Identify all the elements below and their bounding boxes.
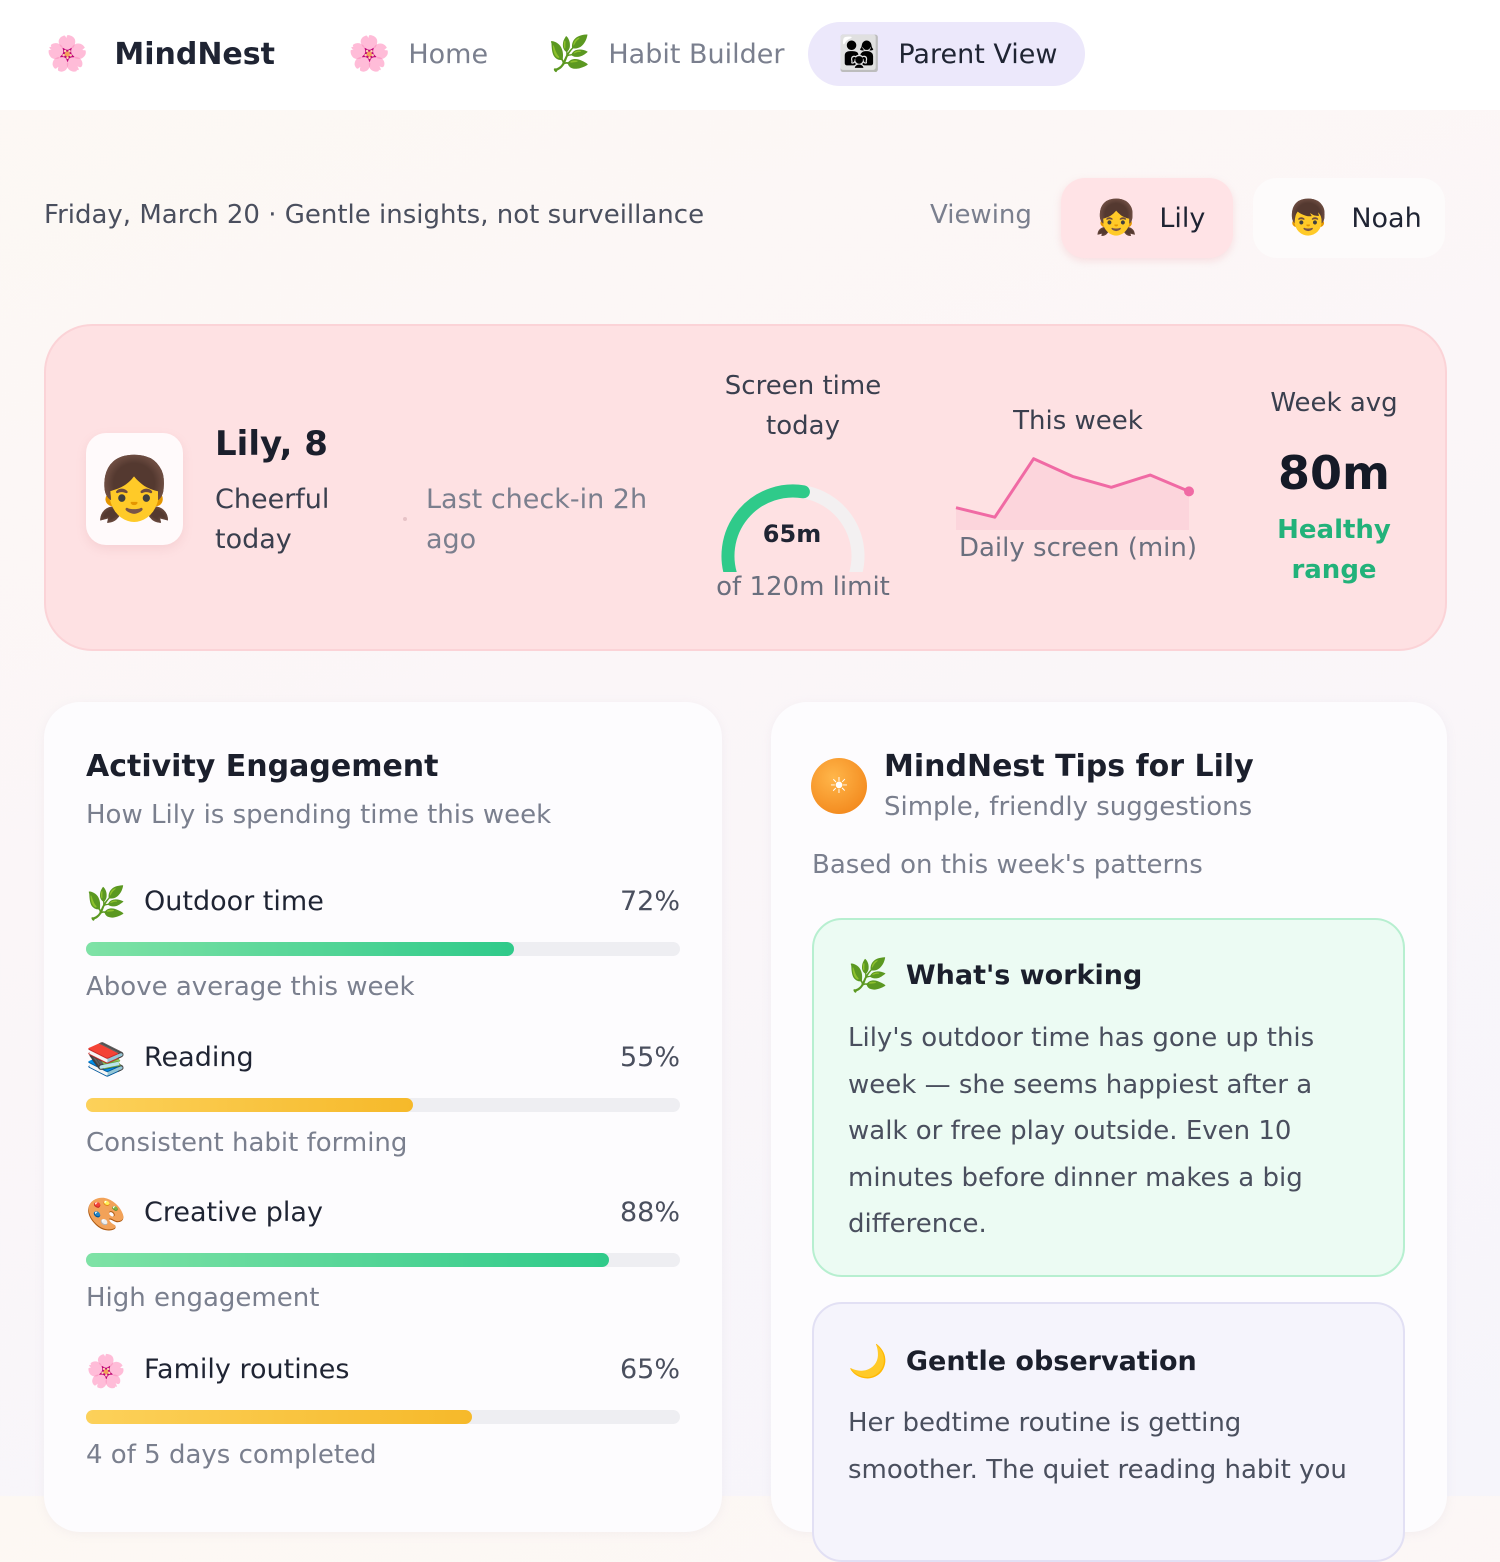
activity-label: Creative play <box>144 1197 323 1228</box>
family-icon: 👨‍👩‍👧 <box>838 34 881 74</box>
nav-parent-view[interactable]: 👨‍👩‍👧 Parent View <box>808 22 1085 86</box>
week-chart-caption: Daily screen (min) <box>958 533 1198 563</box>
herb-icon: 🌿 <box>848 956 888 994</box>
top-nav: 🌸 MindNest 🌸 Home 🌿 Habit Builder 👨‍👩‍👧 … <box>0 0 1500 110</box>
nav-home-label: Home <box>408 38 489 70</box>
activity-progress-track <box>86 1098 680 1112</box>
books-icon: 📚 <box>86 1040 126 1078</box>
tips-basis: Based on this week's patterns <box>812 850 1203 880</box>
activity-title: Activity Engagement <box>86 749 439 784</box>
activity-progress-fill <box>86 1410 473 1424</box>
tips-title: MindNest Tips for Lily <box>884 749 1254 784</box>
child-name: Lily <box>1159 202 1206 234</box>
moon-icon: 🌙 <box>848 1342 888 1380</box>
activity-note: 4 of 5 days completed <box>86 1440 377 1470</box>
tip-heading: 🌿 What's working <box>848 956 1142 994</box>
girl-icon: 👧 <box>1095 198 1138 238</box>
activity-row-outdoor: 🌿 Outdoor time 72% Above average this we… <box>86 884 680 1014</box>
activity-row-reading: 📚 Reading 55% Consistent habit forming <box>86 1040 680 1170</box>
herb-icon: 🌿 <box>86 884 126 922</box>
child-selector-lily[interactable]: 👧 Lily <box>1061 178 1233 258</box>
child-name: Noah <box>1351 202 1422 234</box>
last-checkin: Last check-in 2h ago <box>426 484 648 555</box>
screen-time-value: 65m <box>762 520 822 548</box>
activity-percent: 88% <box>619 1197 680 1228</box>
blossom-icon: 🌸 <box>348 34 391 74</box>
palette-icon: 🎨 <box>86 1195 126 1233</box>
nav-home[interactable]: 🌸 Home <box>348 22 488 86</box>
tip-whats-working: 🌿 What's working Lily's outdoor time has… <box>812 918 1405 1277</box>
tip-gentle-observation: 🌙 Gentle observation Her bedtime routine… <box>812 1302 1405 1562</box>
herb-icon: 🌿 <box>548 34 591 74</box>
week-avg-status: Healthy range <box>1277 515 1391 585</box>
activity-progress-track <box>86 1253 680 1267</box>
tips-subtitle: Simple, friendly suggestions <box>884 792 1253 822</box>
tip-heading-text: What's working <box>905 959 1143 991</box>
activity-note: Consistent habit forming <box>86 1128 408 1158</box>
activity-subtitle: How Lily is spending time this week <box>86 800 552 830</box>
activity-label: Outdoor time <box>144 886 324 917</box>
blossom-icon: 🌸 <box>46 34 89 74</box>
activity-percent: 65% <box>619 1354 680 1385</box>
separator-dot <box>403 517 407 521</box>
viewing-label: Viewing <box>930 200 1032 230</box>
girl-icon: 👧 <box>95 452 174 525</box>
nav-habit-builder[interactable]: 🌿 Habit Builder <box>548 22 785 86</box>
week-chart-label: This week <box>1013 406 1143 436</box>
tip-body: Lily's outdoor time has gone up this wee… <box>848 1023 1315 1239</box>
activity-progress-track <box>86 942 680 956</box>
sparkline-series <box>955 457 1190 519</box>
screen-time-limit: of 120m limit <box>716 572 890 602</box>
sparkline-point <box>1184 486 1194 497</box>
activity-percent: 72% <box>619 886 680 917</box>
sparkline-area <box>956 458 1189 530</box>
activity-note: Above average this week <box>86 972 415 1002</box>
screen-time-label: Screen time today <box>724 371 882 441</box>
tip-heading: 🌙 Gentle observation <box>848 1342 1197 1380</box>
tip-heading-text: Gentle observation <box>905 1345 1197 1377</box>
week-avg-label: Week avg <box>1270 388 1398 418</box>
week-avg-value: 80m <box>1278 446 1390 500</box>
activity-label: Family routines <box>144 1354 350 1385</box>
activity-progress-track <box>86 1410 680 1424</box>
activity-row-creative: 🎨 Creative play 88% High engagement <box>86 1195 680 1325</box>
brand-logo[interactable]: 🌸 MindNest <box>46 22 275 86</box>
nav-parent-view-label: Parent View <box>898 38 1058 70</box>
sun-icon: ☀ <box>811 758 867 814</box>
activity-percent: 55% <box>619 1042 680 1073</box>
boy-icon: 👦 <box>1287 198 1330 238</box>
activity-progress-fill <box>86 1253 609 1267</box>
activity-row-family: 🌸 Family routines 65% 4 of 5 days comple… <box>86 1352 680 1482</box>
date-line: Friday, March 20 · Gentle insights, not … <box>44 200 705 230</box>
screen-time-gauge <box>721 484 865 572</box>
mood-status: Cheerful today <box>215 484 330 555</box>
child-name-age: Lily, 8 <box>215 424 328 464</box>
weekly-screen-sparkline <box>955 457 1194 530</box>
child-summary-card <box>44 324 1447 651</box>
blossom-icon: 🌸 <box>86 1352 126 1390</box>
tip-body: Her bedtime routine is getting smoother.… <box>848 1408 1347 1485</box>
activity-note: High engagement <box>86 1283 320 1313</box>
brand-name: MindNest <box>114 36 275 72</box>
activity-label: Reading <box>144 1042 254 1073</box>
avatar: 👧 <box>86 433 183 545</box>
child-selector-noah[interactable]: 👦 Noah <box>1253 178 1445 258</box>
activity-progress-fill <box>86 1098 413 1112</box>
activity-engagement-card <box>44 702 722 1532</box>
nav-habit-builder-label: Habit Builder <box>608 38 785 70</box>
activity-progress-fill <box>86 942 514 956</box>
